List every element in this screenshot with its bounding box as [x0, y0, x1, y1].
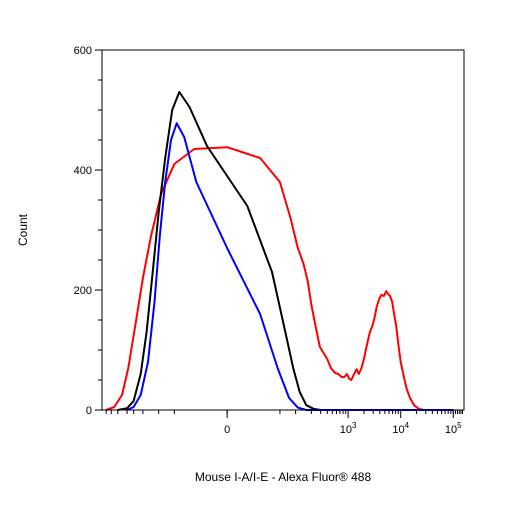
y-axis-label: Count [16, 213, 30, 246]
tick-labels: 0 200 400 600 0 103 104 105 [74, 45, 463, 436]
x-tick-label: 0 [224, 424, 230, 436]
y-tick-label: 200 [74, 285, 92, 297]
tick-marks [95, 49, 464, 418]
y-tick-label: 0 [86, 405, 92, 417]
x-tick-label: 103 [340, 421, 357, 436]
x-axis-label: Mouse I-A/I-E - Alexa Fluor® 488 [195, 470, 372, 484]
plot-frame [101, 49, 465, 411]
series-layer [105, 91, 454, 411]
histogram-series-2 [117, 91, 454, 411]
x-tick-label: 105 [445, 421, 462, 436]
histogram-series-1 [105, 146, 454, 411]
y-tick-label: 400 [74, 165, 92, 177]
x-tick-label: 104 [392, 421, 409, 436]
histogram-series-3 [126, 122, 454, 411]
y-tick-label: 600 [74, 45, 92, 57]
